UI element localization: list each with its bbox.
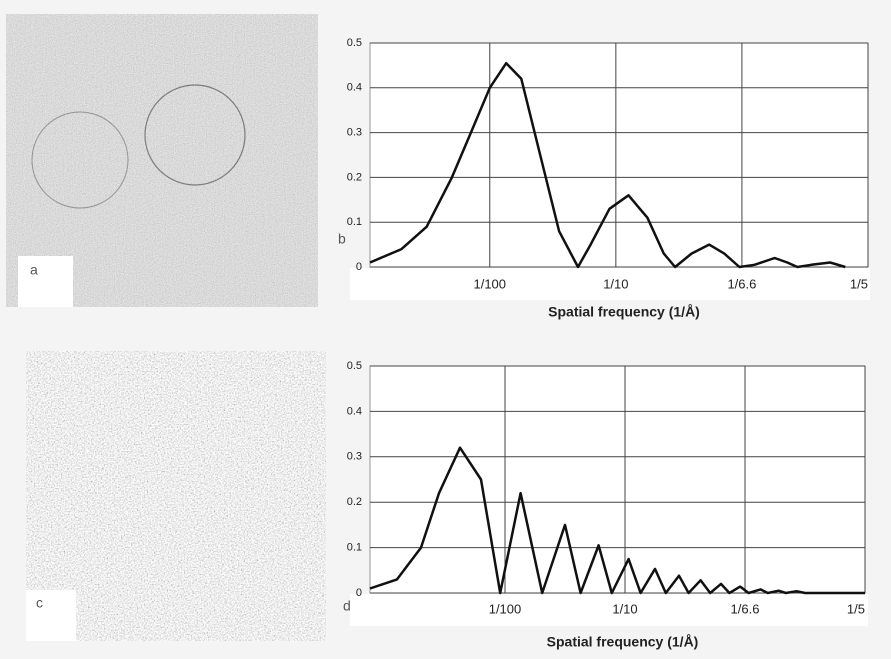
panel-label: c bbox=[36, 595, 43, 611]
plot-area bbox=[369, 42, 869, 268]
y-tick-label: 0 bbox=[356, 261, 362, 273]
particle bbox=[144, 84, 246, 186]
x-tick-label: 1/100 bbox=[473, 276, 506, 291]
x-tick-label: 1/5 bbox=[850, 276, 868, 291]
x-axis-title: Spatial frequency (1/Å) bbox=[547, 634, 699, 650]
y-tick-label: 0.1 bbox=[347, 216, 362, 228]
y-tick-label: 0.4 bbox=[347, 82, 362, 94]
y-tick-label: 0.5 bbox=[347, 360, 362, 372]
panel-label: d bbox=[343, 598, 351, 614]
x-axis-title: Spatial frequency (1/Å) bbox=[548, 304, 700, 320]
x-tick-label: 1/6.6 bbox=[727, 276, 756, 291]
x-tick-label: 1/100 bbox=[489, 601, 522, 616]
axis-strip bbox=[350, 268, 870, 300]
x-tick-label: 1/10 bbox=[612, 601, 637, 616]
panel-label: a bbox=[30, 262, 38, 278]
data-line bbox=[369, 446, 865, 595]
data-line bbox=[369, 61, 846, 269]
y-tick-label: 0.3 bbox=[347, 127, 362, 139]
label-box bbox=[18, 256, 73, 307]
y-tick-label: 0.1 bbox=[347, 542, 362, 554]
y-tick-label: 0.4 bbox=[347, 405, 362, 417]
panel-label: b bbox=[338, 231, 346, 247]
y-tick-label: 0 bbox=[356, 587, 362, 599]
x-tick-label: 1/6.6 bbox=[731, 601, 760, 616]
y-tick-label: 0.5 bbox=[347, 37, 362, 49]
label-box bbox=[26, 590, 76, 641]
y-tick-label: 0.3 bbox=[347, 451, 362, 463]
x-tick-label: 1/5 bbox=[847, 601, 865, 616]
plot-area bbox=[369, 365, 866, 594]
x-tick-label: 1/10 bbox=[603, 276, 628, 291]
axis-strip bbox=[350, 594, 868, 626]
y-tick-label: 0.2 bbox=[347, 496, 362, 508]
y-tick-label: 0.2 bbox=[347, 171, 362, 183]
particle bbox=[31, 111, 129, 209]
